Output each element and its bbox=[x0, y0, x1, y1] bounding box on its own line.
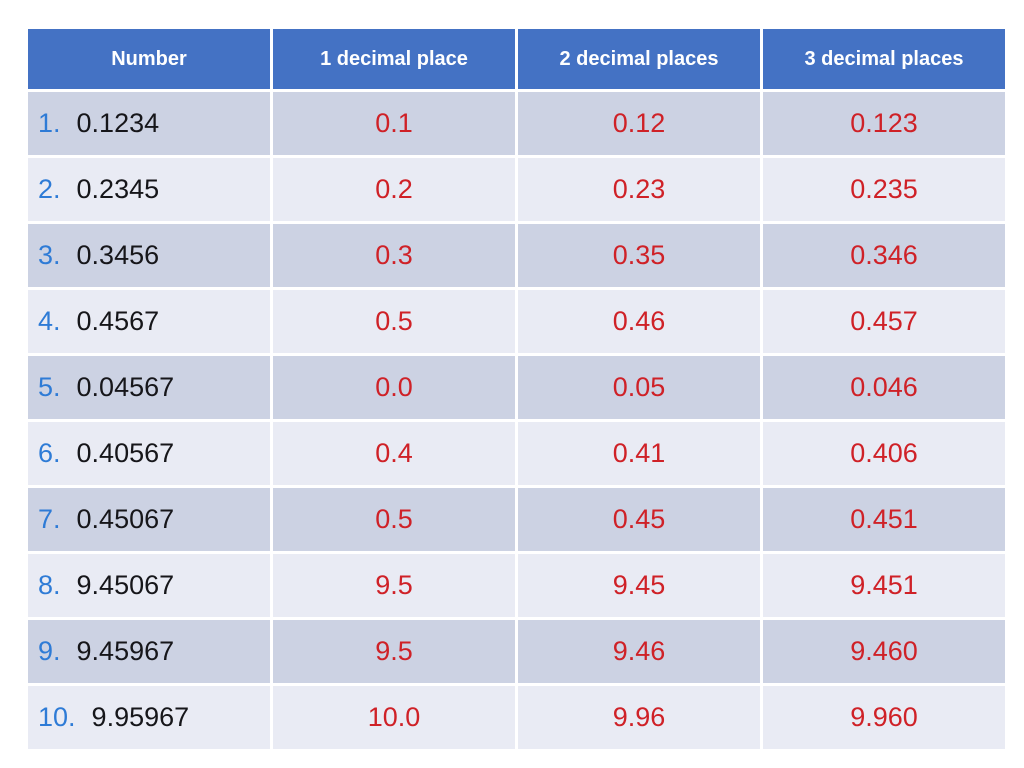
number-cell: 5. 0.04567 bbox=[28, 356, 270, 419]
table-row: 2. 0.2345 0.2 0.23 0.235 bbox=[28, 158, 1005, 221]
table-row: 1. 0.1234 0.1 0.12 0.123 bbox=[28, 92, 1005, 155]
row-index: 6. bbox=[38, 438, 61, 468]
row-number-value: 9.45067 bbox=[76, 570, 175, 600]
rounded-1dp-cell: 0.4 bbox=[273, 422, 515, 485]
row-number-value: 0.3456 bbox=[76, 240, 160, 270]
rounded-2dp-cell: 9.46 bbox=[518, 620, 760, 683]
rounded-1dp-cell: 0.1 bbox=[273, 92, 515, 155]
rounded-2dp-cell: 0.05 bbox=[518, 356, 760, 419]
table-row: 5. 0.04567 0.0 0.05 0.046 bbox=[28, 356, 1005, 419]
header-1-decimal-place: 1 decimal place bbox=[273, 29, 515, 89]
rounded-2dp-cell: 9.45 bbox=[518, 554, 760, 617]
rounded-3dp-cell: 9.460 bbox=[763, 620, 1005, 683]
table-row: 3. 0.3456 0.3 0.35 0.346 bbox=[28, 224, 1005, 287]
rounded-3dp-cell: 0.457 bbox=[763, 290, 1005, 353]
rounded-2dp-cell: 9.96 bbox=[518, 686, 760, 749]
table-row: 10. 9.95967 10.0 9.96 9.960 bbox=[28, 686, 1005, 749]
table-row: 6. 0.40567 0.4 0.41 0.406 bbox=[28, 422, 1005, 485]
number-cell: 4. 0.4567 bbox=[28, 290, 270, 353]
rounded-1dp-cell: 0.3 bbox=[273, 224, 515, 287]
row-index: 2. bbox=[38, 174, 61, 204]
number-cell: 7. 0.45067 bbox=[28, 488, 270, 551]
rounded-1dp-cell: 0.0 bbox=[273, 356, 515, 419]
rounded-2dp-cell: 0.12 bbox=[518, 92, 760, 155]
rounded-2dp-cell: 0.35 bbox=[518, 224, 760, 287]
table-header-row: Number 1 decimal place 2 decimal places … bbox=[28, 29, 1005, 89]
rounded-1dp-cell: 0.5 bbox=[273, 488, 515, 551]
rounded-1dp-cell: 9.5 bbox=[273, 554, 515, 617]
row-number-value: 0.40567 bbox=[76, 438, 175, 468]
row-number-value: 0.2345 bbox=[76, 174, 160, 204]
number-cell: 10. 9.95967 bbox=[28, 686, 270, 749]
row-number-value: 9.95967 bbox=[91, 702, 190, 732]
rounded-2dp-cell: 0.46 bbox=[518, 290, 760, 353]
rounded-1dp-cell: 0.2 bbox=[273, 158, 515, 221]
row-index: 8. bbox=[38, 570, 61, 600]
rounded-1dp-cell: 0.5 bbox=[273, 290, 515, 353]
number-cell: 2. 0.2345 bbox=[28, 158, 270, 221]
rounding-table: Number 1 decimal place 2 decimal places … bbox=[25, 26, 1008, 752]
row-number-value: 0.4567 bbox=[76, 306, 160, 336]
rounded-2dp-cell: 0.45 bbox=[518, 488, 760, 551]
number-cell: 6. 0.40567 bbox=[28, 422, 270, 485]
row-index: 4. bbox=[38, 306, 61, 336]
rounded-3dp-cell: 0.123 bbox=[763, 92, 1005, 155]
table-row: 4. 0.4567 0.5 0.46 0.457 bbox=[28, 290, 1005, 353]
header-3-decimal-places: 3 decimal places bbox=[763, 29, 1005, 89]
rounded-1dp-cell: 10.0 bbox=[273, 686, 515, 749]
row-index: 3. bbox=[38, 240, 61, 270]
row-number-value: 0.45067 bbox=[76, 504, 175, 534]
row-index: 5. bbox=[38, 372, 61, 402]
rounded-3dp-cell: 0.235 bbox=[763, 158, 1005, 221]
number-cell: 9. 9.45967 bbox=[28, 620, 270, 683]
number-cell: 1. 0.1234 bbox=[28, 92, 270, 155]
number-cell: 3. 0.3456 bbox=[28, 224, 270, 287]
row-index: 9. bbox=[38, 636, 61, 666]
row-index: 1. bbox=[38, 108, 61, 138]
rounded-3dp-cell: 9.451 bbox=[763, 554, 1005, 617]
rounded-2dp-cell: 0.23 bbox=[518, 158, 760, 221]
rounded-3dp-cell: 0.046 bbox=[763, 356, 1005, 419]
table-row: 9. 9.45967 9.5 9.46 9.460 bbox=[28, 620, 1005, 683]
row-index: 10. bbox=[38, 702, 76, 732]
rounded-3dp-cell: 0.406 bbox=[763, 422, 1005, 485]
rounded-3dp-cell: 0.346 bbox=[763, 224, 1005, 287]
header-number: Number bbox=[28, 29, 270, 89]
table-row: 8. 9.45067 9.5 9.45 9.451 bbox=[28, 554, 1005, 617]
table-row: 7. 0.45067 0.5 0.45 0.451 bbox=[28, 488, 1005, 551]
row-index: 7. bbox=[38, 504, 61, 534]
rounded-3dp-cell: 9.960 bbox=[763, 686, 1005, 749]
row-number-value: 0.04567 bbox=[76, 372, 175, 402]
row-number-value: 9.45967 bbox=[76, 636, 175, 666]
table-body: 1. 0.1234 0.1 0.12 0.123 2. 0.2345 0.2 0.2… bbox=[28, 92, 1005, 749]
number-cell: 8. 9.45067 bbox=[28, 554, 270, 617]
rounded-1dp-cell: 9.5 bbox=[273, 620, 515, 683]
rounded-2dp-cell: 0.41 bbox=[518, 422, 760, 485]
header-2-decimal-places: 2 decimal places bbox=[518, 29, 760, 89]
row-number-value: 0.1234 bbox=[76, 108, 160, 138]
rounded-3dp-cell: 0.451 bbox=[763, 488, 1005, 551]
